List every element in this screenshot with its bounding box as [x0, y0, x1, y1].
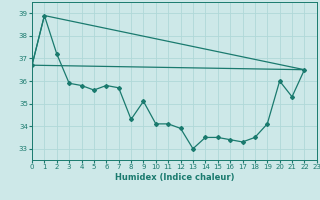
X-axis label: Humidex (Indice chaleur): Humidex (Indice chaleur) [115, 173, 234, 182]
